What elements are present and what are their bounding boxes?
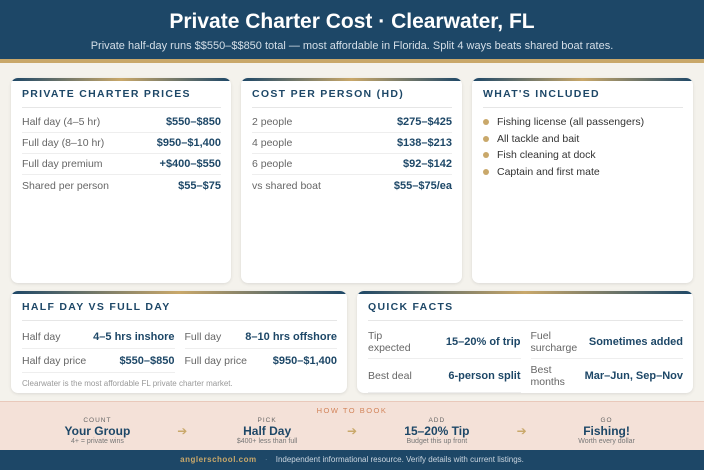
- row-value: $950–$1,400: [156, 137, 221, 149]
- cell-value: $550–$850: [119, 354, 175, 367]
- item-text: All tackle and bait: [497, 132, 580, 145]
- cost-row: vs shared boat $55–$75/ea: [252, 175, 452, 196]
- price-row: Shared per person $55–$75: [22, 175, 221, 196]
- cell-label: Fuel surcharge: [530, 329, 578, 354]
- section-title: HOW TO BOOK: [316, 406, 388, 415]
- row-value: $55–$75/ea: [393, 179, 452, 192]
- row-value: $55–$75: [178, 179, 221, 192]
- included-item: Fish cleaning at dock: [483, 147, 683, 164]
- card-title: WHAT'S INCLUDED: [483, 88, 683, 108]
- comparison-cell: Half day 4–5 hrs inshore: [22, 325, 175, 349]
- row-value: $138–$213: [396, 137, 452, 149]
- fact-cell: Tip expected 15–20% of trip: [368, 325, 521, 359]
- included-item: All tackle and bait: [483, 131, 683, 148]
- step-kicker: ADD: [428, 417, 446, 424]
- step-sub: Worth every dollar: [578, 438, 635, 445]
- comparison-cell: Full day 8–10 hrs offshore: [184, 325, 337, 349]
- site-link[interactable]: anglerschool.com: [180, 455, 257, 464]
- page-footer: anglerschool.com · Independent informati…: [0, 450, 704, 470]
- step-sub: $400+ less than full: [236, 438, 298, 445]
- cell-label: Tip expected: [368, 329, 411, 354]
- step-value: Your Group: [64, 424, 131, 438]
- row-label: Half day (4–5 hr): [22, 116, 101, 128]
- row-value: $275–$425: [396, 116, 452, 128]
- step-sub: Budget this up front: [406, 438, 468, 445]
- booking-step: COUNT Your Group 4+ = private wins: [42, 417, 152, 445]
- footnote: Clearwater is the most affordable FL pri…: [22, 379, 233, 388]
- quick-facts-card: QUICK FACTS Tip expected 15–20% of trip F…: [357, 291, 693, 393]
- page-header: Private Charter Cost · Clearwater, FL Pr…: [0, 0, 704, 63]
- cell-label: Half day: [22, 330, 61, 343]
- cost-per-person-card: COST PER PERSON (HD) 2 people $275–$425 4…: [241, 78, 462, 283]
- cell-value: 8–10 hrs offshore: [245, 330, 337, 343]
- cell-value: $950–$1,400: [272, 355, 337, 367]
- cell-value: 6-person split: [448, 369, 521, 382]
- bullet-icon: [483, 168, 489, 175]
- bullet-icon: [483, 119, 489, 126]
- booking-step: PICK Half Day $400+ less than full: [212, 417, 322, 445]
- price-row: Full day premium +$400–$550: [22, 154, 221, 175]
- row-label: Shared per person: [22, 179, 109, 192]
- cell-label: Best deal: [368, 369, 412, 382]
- row-label: 6 people: [252, 158, 293, 170]
- cell-label: Full day price: [184, 355, 247, 367]
- page-subtitle: Private half-day runs $$550–$$850 total …: [90, 40, 614, 52]
- cell-label: Full day: [184, 330, 222, 343]
- cell-value: Mar–Jun, Sep–Nov: [584, 370, 683, 382]
- card-title: PRIVATE CHARTER PRICES: [22, 88, 221, 108]
- arrow-right-icon: ➔: [516, 424, 527, 438]
- price-row: Full day (8–10 hr) $950–$1,400: [22, 133, 221, 154]
- arrow-right-icon: ➔: [177, 424, 188, 438]
- included-item: Fishing license (all passengers): [483, 114, 683, 131]
- disclaimer: Independent informational resource. Veri…: [275, 455, 524, 464]
- cost-row: 6 people $92–$142: [252, 154, 452, 175]
- item-text: Fishing license (all passengers): [497, 116, 645, 129]
- how-to-book-section: HOW TO BOOK COUNT Your Group 4+ = private …: [0, 401, 704, 450]
- booking-step: ADD 15–20% Tip Budget this up front: [382, 417, 492, 445]
- price-row: Half day (4–5 hr) $550–$850: [22, 112, 221, 133]
- step-kicker: COUNT: [83, 417, 112, 424]
- row-value: $92–$142: [403, 158, 452, 170]
- row-label: Full day premium: [22, 158, 103, 170]
- step-value: 15–20% Tip: [404, 424, 470, 438]
- bullet-icon: [483, 152, 489, 159]
- row-label: Full day (8–10 hr): [22, 137, 105, 149]
- row-label: vs shared boat: [252, 179, 321, 192]
- fact-cell: Best deal 6-person split: [368, 359, 521, 393]
- cell-value: 4–5 hrs inshore: [93, 330, 175, 343]
- cell-value: 15–20% of trip: [445, 335, 521, 348]
- whats-included-card: WHAT'S INCLUDED Fishing license (all pas…: [472, 78, 693, 283]
- private-charter-prices-card: PRIVATE CHARTER PRICES Half day (4–5 hr)…: [11, 78, 231, 283]
- step-kicker: PICK: [257, 417, 277, 424]
- card-title: QUICK FACTS: [368, 301, 683, 321]
- card-title: COST PER PERSON (HD): [252, 88, 452, 108]
- cost-row: 4 people $138–$213: [252, 133, 452, 154]
- step-sub: 4+ = private wins: [70, 438, 124, 445]
- included-item: Captain and first mate: [483, 164, 683, 181]
- cost-row: 2 people $275–$425: [252, 112, 452, 133]
- cell-label: Best months: [530, 364, 565, 388]
- comparison-cell: Full day price $950–$1,400: [185, 349, 338, 373]
- card-title: HALF DAY VS FULL DAY: [22, 301, 337, 321]
- row-label: 2 people: [252, 116, 293, 128]
- arrow-right-icon: ➔: [346, 424, 358, 438]
- row-value: +$400–$550: [159, 158, 221, 170]
- step-value: Half Day: [243, 424, 292, 438]
- fact-cell: Fuel surcharge Sometimes added: [530, 325, 683, 359]
- cell-value: Sometimes added: [588, 335, 683, 348]
- item-text: Captain and first mate: [497, 165, 600, 178]
- item-text: Fish cleaning at dock: [497, 149, 596, 162]
- separator: ·: [264, 455, 268, 464]
- row-label: 4 people: [252, 137, 293, 149]
- booking-step: GO Fishing! Worth every dollar: [552, 417, 662, 445]
- comparison-cell: Half day price $550–$850: [22, 349, 175, 373]
- cell-label: Half day price: [22, 354, 87, 367]
- half-vs-full-card: HALF DAY VS FULL DAY Half day 4–5 hrs ins…: [11, 291, 347, 393]
- row-value: $550–$850: [165, 116, 221, 128]
- page-title: Private Charter Cost · Clearwater, FL: [169, 10, 535, 33]
- step-kicker: GO: [600, 417, 613, 424]
- fact-cell: Best months Mar–Jun, Sep–Nov: [531, 359, 684, 393]
- bullet-icon: [483, 135, 489, 142]
- step-value: Fishing!: [583, 424, 630, 438]
